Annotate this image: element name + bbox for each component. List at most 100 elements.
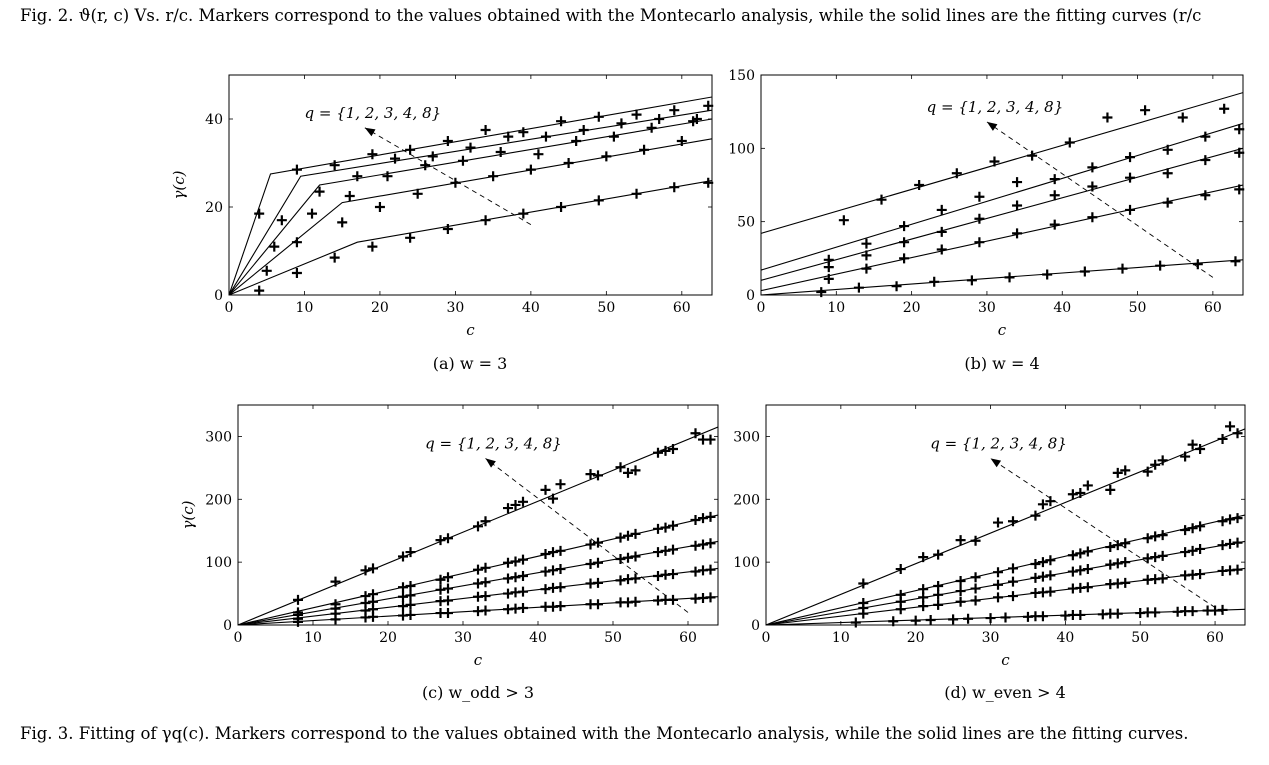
data-point-marker bbox=[1067, 489, 1078, 500]
data-point-marker bbox=[578, 125, 589, 135]
fit-line-q2 bbox=[229, 109, 712, 295]
figure-2-caption: Fig. 2. ϑ(r, c) Vs. r/c. Markers corresp… bbox=[20, 6, 1202, 25]
data-point-marker bbox=[518, 603, 528, 614]
data-point-marker bbox=[858, 578, 869, 589]
data-point-marker bbox=[510, 499, 521, 510]
data-point-marker bbox=[1045, 586, 1056, 597]
data-point-marker bbox=[480, 125, 491, 135]
fit-line-q4 bbox=[229, 138, 712, 295]
data-point-marker bbox=[1082, 546, 1093, 557]
data-point-marker bbox=[1037, 557, 1048, 568]
x-tick-label: 30 bbox=[446, 300, 464, 316]
y-tick-label: 0 bbox=[223, 618, 232, 634]
data-point-marker bbox=[653, 547, 663, 558]
data-point-marker bbox=[1177, 112, 1188, 123]
data-point-marker bbox=[548, 547, 558, 558]
data-point-marker bbox=[1125, 172, 1136, 183]
data-point-marker bbox=[1082, 480, 1093, 491]
y-tick-label: 100 bbox=[205, 555, 232, 571]
data-point-marker bbox=[525, 164, 536, 175]
data-point-marker bbox=[1180, 525, 1191, 536]
data-point-marker bbox=[1187, 439, 1198, 450]
data-point-marker bbox=[823, 273, 834, 284]
data-point-marker bbox=[936, 244, 947, 255]
data-point-marker bbox=[518, 496, 528, 507]
data-point-marker bbox=[705, 511, 716, 522]
data-point-marker bbox=[368, 563, 378, 574]
x-tick-label: 40 bbox=[529, 630, 547, 646]
data-point-marker bbox=[1112, 467, 1123, 478]
x-tick-label: 20 bbox=[379, 630, 397, 646]
data-point-marker bbox=[593, 111, 604, 122]
y-tick-label: 200 bbox=[205, 492, 232, 508]
data-point-marker bbox=[555, 479, 566, 490]
y-tick-label: 0 bbox=[214, 288, 223, 304]
data-point-marker bbox=[615, 532, 626, 543]
q-annotation: q = {1, 2, 3, 4, 8} bbox=[425, 434, 562, 452]
x-tick-label: 10 bbox=[304, 630, 322, 646]
data-point-marker bbox=[1200, 155, 1211, 166]
plot-area bbox=[766, 428, 1245, 625]
data-point-marker bbox=[1142, 553, 1153, 564]
data-point-marker bbox=[608, 131, 619, 142]
data-point-marker bbox=[918, 592, 929, 603]
data-point-marker bbox=[593, 470, 603, 481]
data-point-marker bbox=[1030, 559, 1041, 570]
data-point-marker bbox=[1230, 256, 1241, 267]
data-point-marker bbox=[510, 556, 521, 567]
data-point-marker bbox=[435, 574, 446, 585]
data-point-marker bbox=[1150, 531, 1161, 542]
data-point-marker bbox=[329, 160, 340, 171]
data-point-marker bbox=[465, 142, 476, 153]
data-point-marker bbox=[330, 614, 341, 625]
data-point-marker bbox=[480, 562, 491, 573]
plot-area bbox=[229, 96, 712, 295]
data-point-marker bbox=[823, 262, 834, 273]
data-point-marker bbox=[690, 428, 701, 439]
data-point-marker bbox=[314, 186, 325, 197]
data-point-marker bbox=[390, 153, 401, 164]
data-point-marker bbox=[615, 575, 626, 586]
data-point-marker bbox=[435, 584, 446, 595]
data-point-marker bbox=[993, 517, 1004, 528]
data-point-marker bbox=[443, 608, 453, 619]
data-point-marker bbox=[473, 521, 483, 532]
x-tick-label: 60 bbox=[673, 300, 691, 316]
data-point-marker bbox=[623, 530, 633, 541]
data-point-marker bbox=[1045, 555, 1056, 566]
data-point-marker bbox=[1219, 103, 1230, 114]
data-point-marker bbox=[367, 149, 378, 160]
data-point-marker bbox=[337, 217, 348, 228]
data-point-marker bbox=[548, 493, 558, 504]
data-point-marker bbox=[970, 572, 981, 583]
data-point-marker bbox=[668, 520, 678, 531]
data-point-marker bbox=[705, 434, 716, 445]
data-point-marker bbox=[660, 445, 671, 456]
data-point-marker bbox=[1195, 569, 1206, 580]
data-point-marker bbox=[639, 144, 650, 155]
data-point-marker bbox=[1004, 272, 1015, 283]
data-point-marker bbox=[1232, 513, 1243, 524]
data-point-marker bbox=[398, 601, 408, 612]
data-point-marker bbox=[899, 253, 910, 264]
data-point-marker bbox=[1087, 181, 1098, 192]
data-point-marker bbox=[571, 136, 582, 146]
data-point-marker bbox=[1195, 521, 1206, 532]
data-point-marker bbox=[1037, 499, 1048, 510]
data-point-marker bbox=[1200, 190, 1211, 201]
data-point-marker bbox=[668, 444, 678, 454]
data-point-marker bbox=[1027, 150, 1038, 161]
data-point-marker bbox=[1120, 465, 1131, 476]
data-point-marker bbox=[555, 564, 566, 575]
data-point-marker bbox=[985, 613, 996, 624]
data-point-marker bbox=[1049, 190, 1060, 201]
subfigure-caption: (a) w = 3 bbox=[433, 354, 508, 373]
data-point-marker bbox=[698, 539, 708, 550]
data-point-marker bbox=[533, 149, 544, 160]
data-point-marker bbox=[970, 583, 981, 594]
q-annotation: q = {1, 2, 3, 4, 8} bbox=[930, 434, 1067, 452]
data-point-marker bbox=[993, 567, 1004, 578]
data-point-marker bbox=[660, 522, 671, 533]
data-point-marker bbox=[398, 591, 408, 602]
data-point-marker bbox=[593, 557, 603, 568]
